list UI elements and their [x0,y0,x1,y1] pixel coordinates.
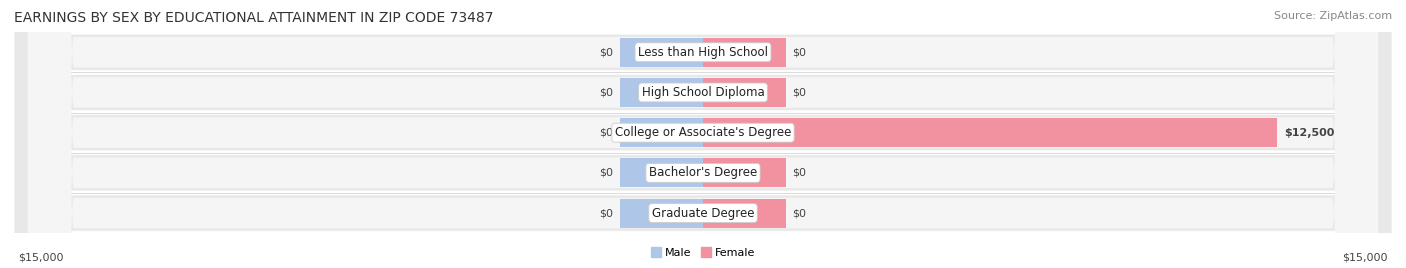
Bar [620,78,703,107]
Bar [703,158,786,187]
Text: $12,500: $12,500 [1284,128,1334,138]
Bar [620,158,703,187]
FancyBboxPatch shape [28,0,1378,268]
FancyBboxPatch shape [14,0,1392,268]
Text: $0: $0 [793,47,807,57]
Legend: Male, Female: Male, Female [647,243,759,262]
Bar [703,199,786,228]
Text: Bachelor's Degree: Bachelor's Degree [650,166,756,179]
Text: Graduate Degree: Graduate Degree [652,207,754,219]
Text: $0: $0 [599,128,613,138]
Bar [703,118,1277,147]
Text: $0: $0 [599,168,613,178]
Text: $0: $0 [599,47,613,57]
FancyBboxPatch shape [14,0,1392,268]
Text: $0: $0 [599,208,613,218]
Text: EARNINGS BY SEX BY EDUCATIONAL ATTAINMENT IN ZIP CODE 73487: EARNINGS BY SEX BY EDUCATIONAL ATTAINMEN… [14,11,494,25]
Text: $15,000: $15,000 [18,252,63,262]
FancyBboxPatch shape [14,0,1392,268]
Text: $0: $0 [793,168,807,178]
FancyBboxPatch shape [14,0,1392,268]
Text: $0: $0 [793,208,807,218]
FancyBboxPatch shape [28,0,1378,268]
Text: $0: $0 [793,87,807,98]
Bar [620,38,703,67]
Bar [620,118,703,147]
FancyBboxPatch shape [28,0,1378,268]
Text: $0: $0 [599,87,613,98]
Text: Source: ZipAtlas.com: Source: ZipAtlas.com [1274,11,1392,21]
Bar [703,78,786,107]
Text: Less than High School: Less than High School [638,46,768,59]
Bar [703,38,786,67]
Text: College or Associate's Degree: College or Associate's Degree [614,126,792,139]
FancyBboxPatch shape [28,0,1378,268]
Bar [620,199,703,228]
Text: High School Diploma: High School Diploma [641,86,765,99]
Text: $15,000: $15,000 [1343,252,1388,262]
FancyBboxPatch shape [28,0,1378,268]
FancyBboxPatch shape [14,0,1392,268]
